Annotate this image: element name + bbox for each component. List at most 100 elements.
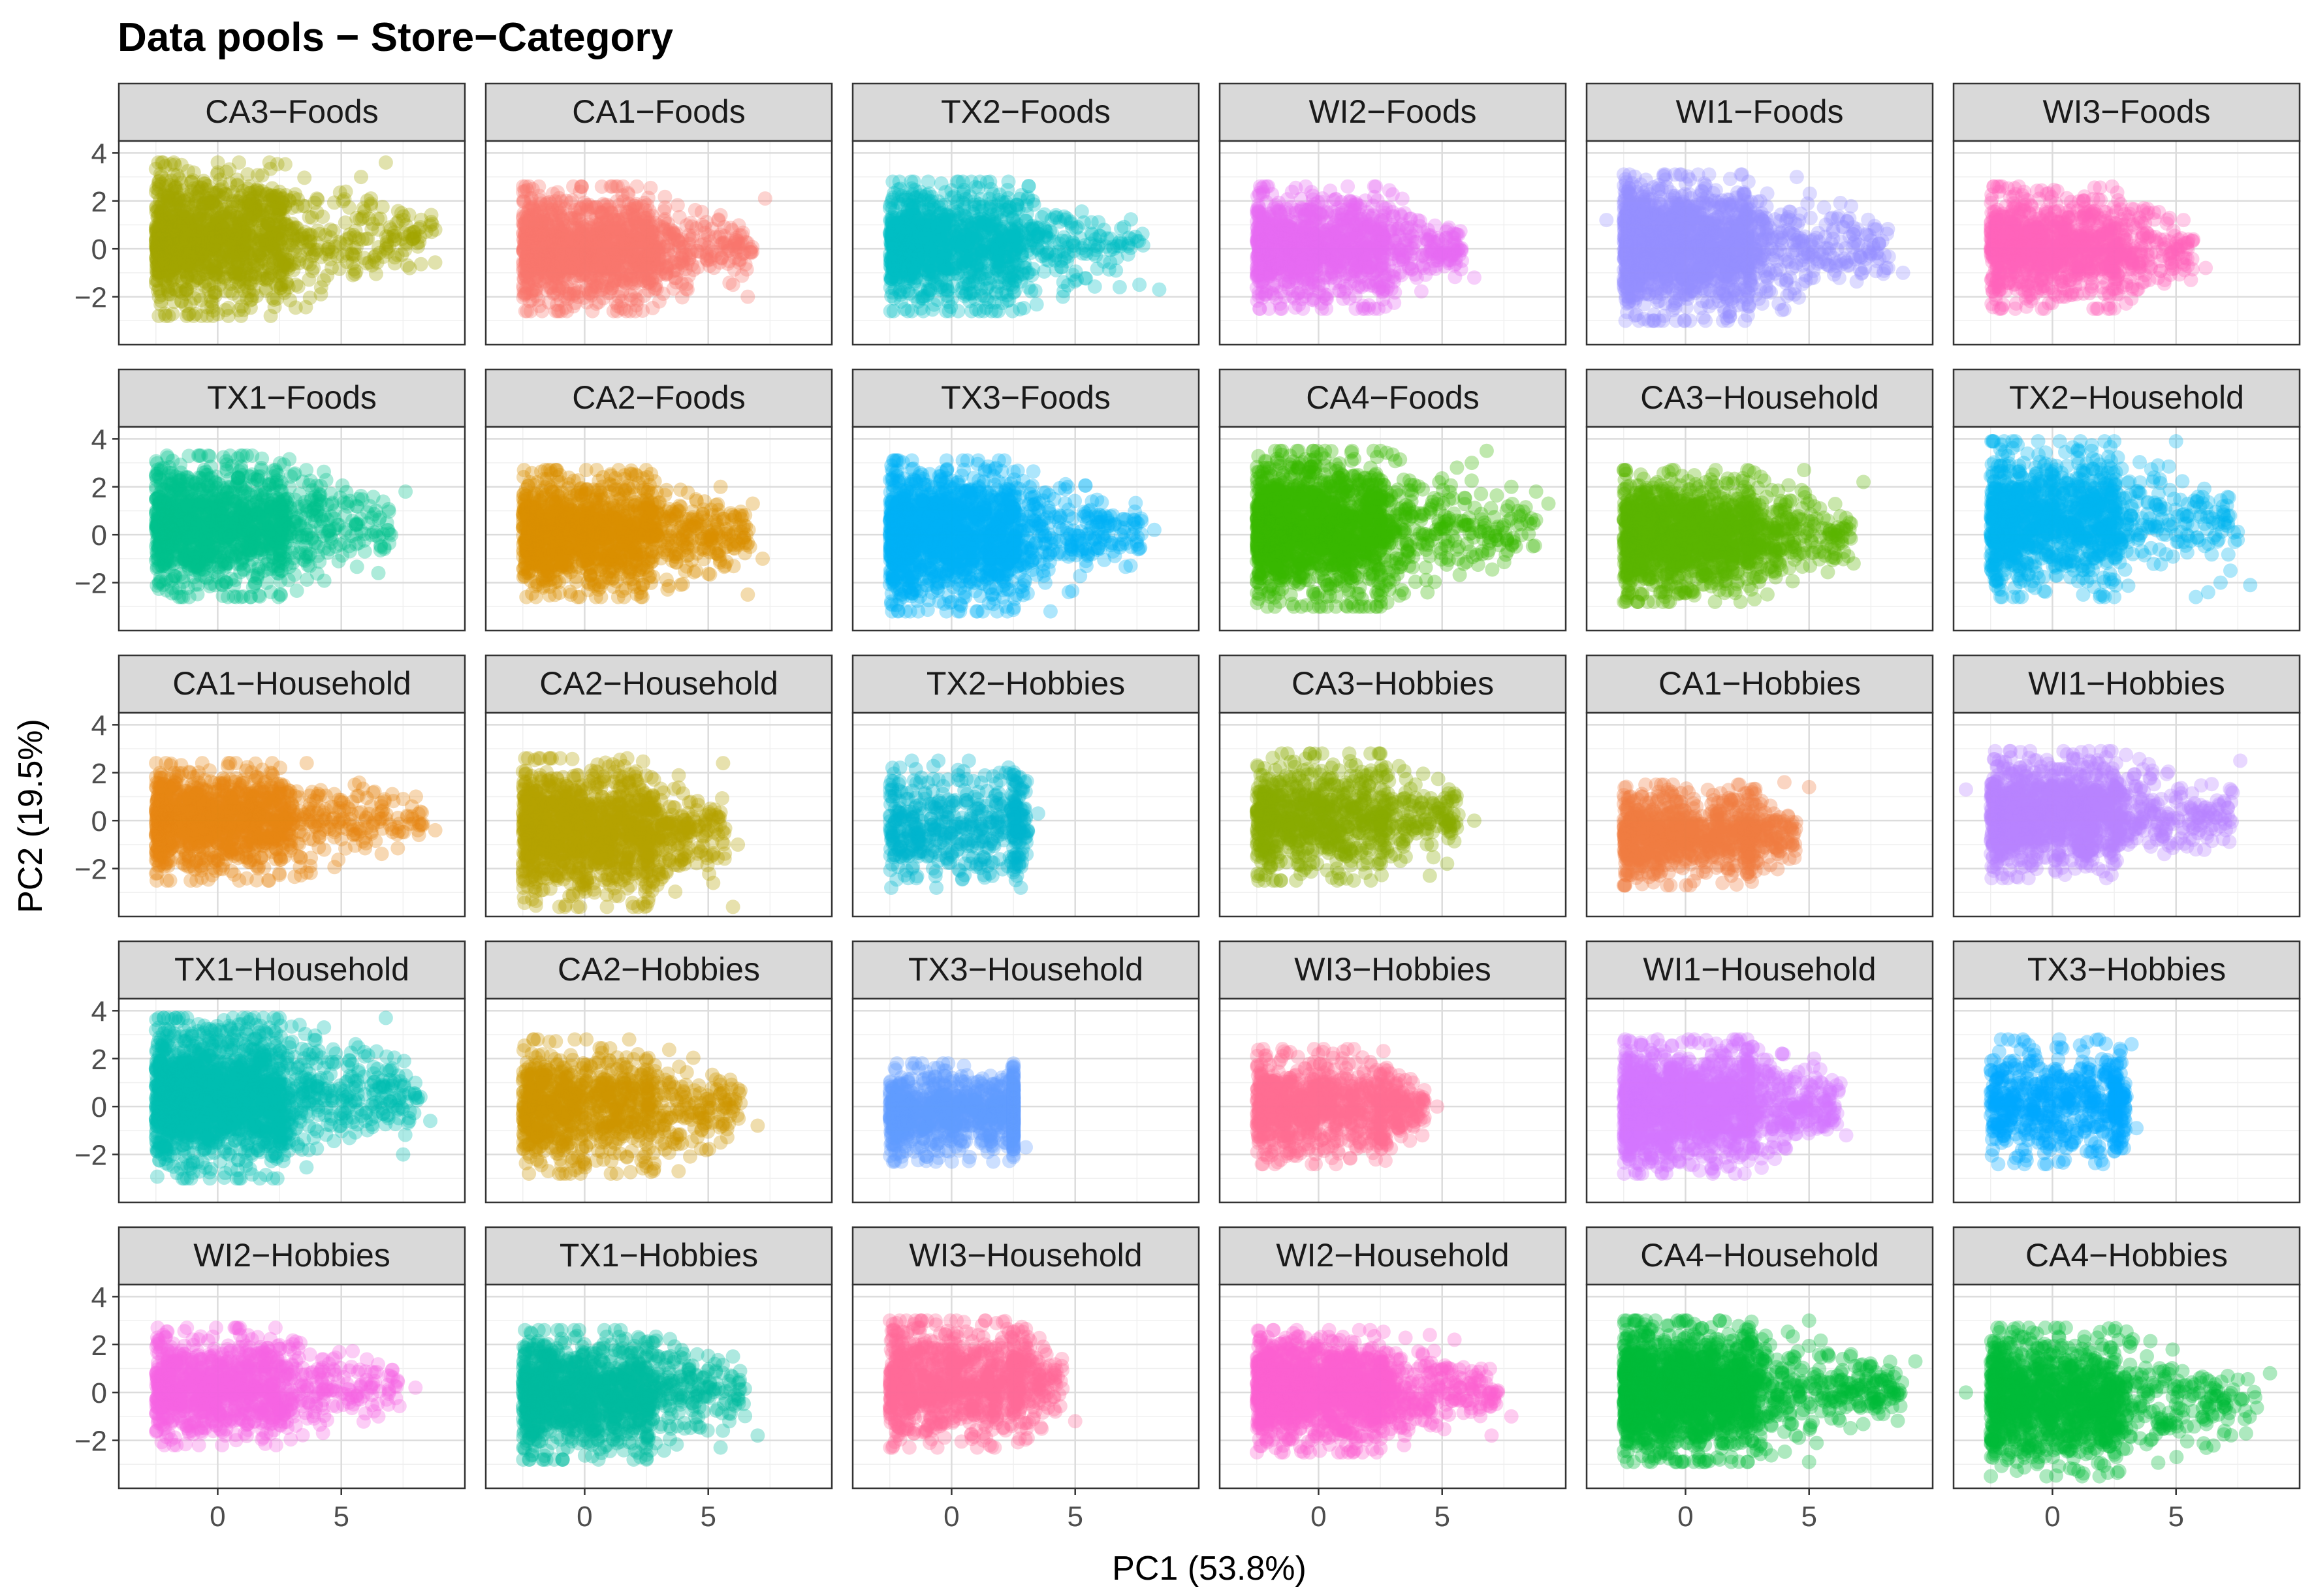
scatter-point — [1030, 297, 1044, 311]
scatter-point — [517, 218, 531, 232]
scatter-point — [583, 240, 597, 254]
scatter-point-outlier — [1113, 280, 1127, 294]
scatter-point — [1069, 221, 1083, 236]
scatter-point — [1021, 243, 1035, 258]
scatter-point — [1088, 279, 1102, 294]
y-tick-label: 0 — [91, 234, 107, 266]
scatter-point — [686, 228, 700, 243]
scatter-point — [302, 272, 316, 287]
scatter-point — [1006, 225, 1021, 240]
scatter-point — [679, 282, 693, 296]
scatter-point — [195, 181, 210, 195]
scatter-point — [714, 236, 729, 251]
scatter-point — [1010, 198, 1024, 213]
scatter-point — [533, 223, 547, 237]
scatter-point-outlier — [714, 208, 728, 223]
scatter-point — [968, 292, 982, 306]
scatter-point — [518, 180, 533, 194]
scatter-point — [940, 283, 955, 297]
scatter-point — [276, 195, 290, 210]
scatter-point — [157, 248, 172, 262]
scatter-point — [255, 272, 270, 286]
facet-panel: TX2−Foods — [853, 84, 1199, 345]
scatter-point — [338, 215, 353, 230]
scatter-point — [938, 198, 952, 212]
facet-panel: WI2−Foods — [1220, 84, 1566, 345]
scatter-point — [563, 255, 578, 269]
scatter-point — [567, 242, 581, 257]
scatter-point-outlier — [354, 170, 368, 184]
scatter-point — [685, 258, 699, 272]
scatter-point — [932, 258, 947, 272]
scatter-point — [974, 192, 988, 206]
scatter-point-outlier — [726, 277, 740, 292]
scatter-point — [234, 245, 249, 259]
scatter-point — [590, 276, 605, 290]
scatter-point — [526, 201, 540, 215]
scatter-point — [412, 235, 426, 249]
scatter-point — [253, 205, 268, 219]
facet-strip-label: CA3−Foods — [205, 93, 378, 130]
scatter-point — [1022, 179, 1036, 193]
scatter-point-outlier — [1031, 230, 1045, 244]
scatter-point — [379, 242, 393, 257]
scatter-point — [286, 228, 300, 243]
facet-panel: CA1−Foods — [486, 84, 832, 345]
scatter-point — [537, 257, 552, 271]
scatter-point — [931, 219, 945, 234]
scatter-point — [556, 275, 570, 289]
scatter-point — [1369, 180, 1383, 194]
scatter-point — [671, 198, 685, 212]
scatter-point — [524, 258, 538, 273]
scatter-point — [240, 279, 255, 294]
scatter-point — [705, 222, 719, 236]
scatter-point-outlier — [1002, 174, 1016, 189]
scatter-point — [212, 183, 227, 198]
scatter-point — [923, 283, 937, 297]
scatter-point — [546, 234, 560, 249]
facet-strip-label: CA1−Foods — [572, 93, 745, 130]
scatter-point — [731, 234, 745, 249]
scatter-point-outlier — [1056, 290, 1070, 304]
y-tick-label: 4 — [91, 138, 107, 170]
scatter-point — [944, 183, 959, 198]
scatter-point — [297, 170, 311, 185]
scatter-point — [151, 309, 166, 323]
facet-strip-label: TX2−Foods — [941, 93, 1111, 130]
scatter-point-outlier — [428, 223, 443, 237]
scatter-point — [155, 197, 169, 211]
scatter-point — [971, 277, 985, 291]
scatter-point — [308, 196, 322, 210]
scatter-point — [222, 163, 236, 177]
scatter-point — [263, 162, 277, 176]
scatter-point — [584, 211, 598, 226]
scatter-point — [317, 273, 331, 287]
scatter-point — [234, 299, 249, 313]
scatter-point — [278, 157, 293, 172]
scatter-point — [305, 249, 319, 264]
y-tick-label: −2 — [74, 282, 107, 314]
scatter-point — [605, 281, 619, 296]
scatter-point — [1006, 212, 1021, 227]
scatter-point — [222, 250, 236, 264]
facet-panel: CA3−Foods −2 0 2 4 — [74, 84, 465, 345]
scatter-point — [251, 168, 265, 182]
scatter-point — [917, 258, 931, 272]
y-tick-label: 2 — [91, 186, 107, 218]
scatter-point — [369, 267, 383, 281]
scatter-point — [201, 261, 215, 275]
scatter-point-outlier — [740, 290, 755, 304]
scatter-point — [891, 254, 905, 268]
scatter-point — [333, 185, 347, 200]
scatter-point — [918, 189, 932, 204]
scatter-point — [159, 219, 174, 234]
scatter-point — [1132, 234, 1147, 249]
scatter-point — [152, 174, 166, 188]
scatter-point — [891, 273, 906, 287]
x-axis-title: PC1 (53.8%) — [1112, 1550, 1307, 1588]
scatter-point — [552, 304, 566, 319]
scatter-point — [283, 293, 297, 307]
scatter-point — [1048, 210, 1062, 225]
scatter-point — [173, 193, 187, 208]
